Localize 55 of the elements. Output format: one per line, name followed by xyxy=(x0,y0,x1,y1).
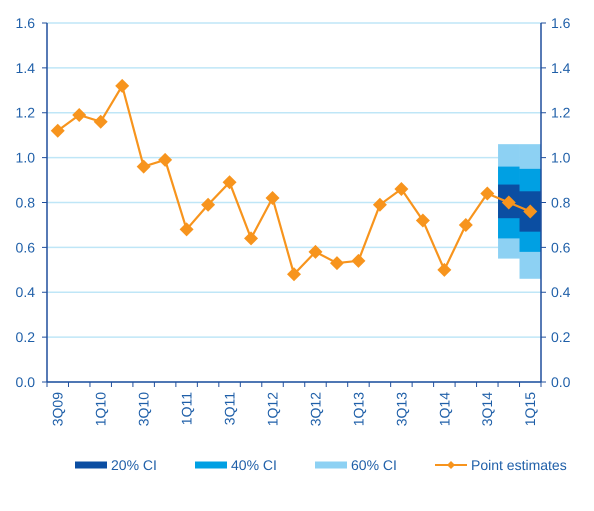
legend-label: 60% CI xyxy=(351,456,397,473)
y-tick-label: 0.8 xyxy=(16,194,36,210)
y2-tick-label: 1.4 xyxy=(551,60,571,76)
y-tick-label: 1.4 xyxy=(16,60,36,76)
x-tick-label: 3Q09 xyxy=(50,392,66,426)
y-tick-label: 1.0 xyxy=(16,150,36,166)
point xyxy=(50,124,65,138)
y-tick-label: 0.0 xyxy=(16,374,36,390)
x-tick-label: 3Q10 xyxy=(136,392,152,426)
y2-tick-label: 1.2 xyxy=(551,104,571,121)
x-tick-label: 1Q15 xyxy=(522,392,538,426)
point xyxy=(94,114,108,129)
y-tick-label: 1.2 xyxy=(16,104,36,121)
point xyxy=(244,231,258,246)
y2-tick-label: 0.2 xyxy=(551,329,571,346)
y-tick-label: 0.6 xyxy=(16,239,36,256)
legend-label: 40% CI xyxy=(231,456,277,473)
point xyxy=(458,218,473,232)
point xyxy=(287,267,301,282)
point xyxy=(351,254,366,268)
point xyxy=(437,262,452,277)
y-tick-label: 0.2 xyxy=(16,329,36,346)
legend-label: 20% CI xyxy=(111,456,157,473)
point xyxy=(394,182,408,196)
point xyxy=(308,244,322,259)
point xyxy=(201,198,216,212)
point xyxy=(330,256,344,270)
y2-tick-label: 1.0 xyxy=(551,150,571,166)
legend-label: Point estimates xyxy=(471,456,567,473)
x-tick-label: 1Q11 xyxy=(178,392,195,426)
point xyxy=(180,222,194,236)
y2-tick-label: 0.0 xyxy=(551,374,571,390)
y2-tick-label: 0.6 xyxy=(551,239,571,256)
x-tick-label: 1Q12 xyxy=(264,392,280,426)
y2-tick-label: 1.6 xyxy=(551,14,571,31)
x-tick-label: 1Q13 xyxy=(350,392,366,426)
point xyxy=(222,175,237,190)
y-tick-label: 0.4 xyxy=(16,284,36,300)
y-tick-label: 1.6 xyxy=(16,14,36,31)
x-tick-label: 1Q14 xyxy=(436,392,452,426)
x-tick-label: 3Q13 xyxy=(393,392,410,426)
y2-tick-label: 0.4 xyxy=(551,284,571,300)
y2-tick-label: 0.8 xyxy=(551,194,571,210)
point xyxy=(72,108,86,122)
point xyxy=(115,78,130,93)
x-tick-label: 3Q14 xyxy=(479,392,496,426)
x-tick-label: 1Q10 xyxy=(92,392,109,426)
point xyxy=(136,160,151,174)
point xyxy=(158,152,172,167)
point xyxy=(480,186,494,201)
point xyxy=(266,191,280,206)
point xyxy=(416,213,430,228)
x-tick-label: 3Q12 xyxy=(307,392,324,426)
x-tick-label: 3Q11 xyxy=(221,392,238,426)
point xyxy=(372,198,387,212)
